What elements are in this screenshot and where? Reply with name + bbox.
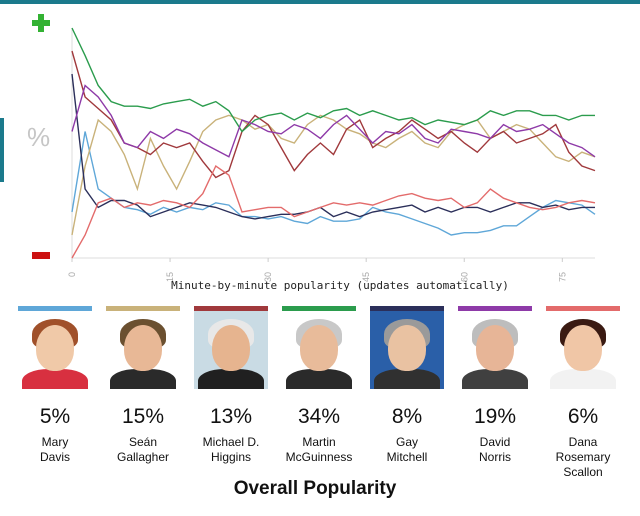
series-line-dana-rosemary-scallon [71, 164, 596, 259]
candidate-color-bar [194, 306, 268, 311]
popularity-line-chart: 0 15 30 45 60 75 [67, 27, 596, 282]
candidate-percentage: 15% [121, 405, 165, 428]
candidate-name-line: Scallon [563, 465, 603, 479]
candidate-name-line: Mitchell [386, 450, 428, 464]
candidate-name-line: Norris [479, 450, 511, 464]
candidate-color-bar [106, 306, 180, 311]
candidate-name-line: Martin [302, 435, 336, 449]
candidate-color-bar [18, 306, 92, 311]
candidate-name: Mary Davis [18, 435, 92, 465]
candidate-photo [18, 311, 92, 389]
header-accent-bar [0, 0, 640, 4]
series-line-martin-mcguinness [71, 27, 595, 133]
candidate-name-line: Michael D. [202, 435, 260, 449]
candidate-name-line: McGuinness [285, 450, 353, 464]
candidate-name-line: Mary [41, 435, 69, 449]
x-tick-label: 30 [263, 272, 273, 282]
candidate-name: Michael D. Higgins [194, 435, 268, 465]
candidate-photo [194, 311, 268, 389]
candidate-card: 8% Gay Mitchell [370, 306, 444, 465]
candidate-photo [546, 311, 620, 389]
candidate-photo [106, 311, 180, 389]
x-axis-label: Minute-by-minute popularity (updates aut… [171, 279, 509, 292]
candidate-name-line: Dana [568, 435, 598, 449]
candidate-card: 6% Dana Rosemary Scallon [546, 306, 620, 480]
candidate-card: 15% Seán Gallagher [106, 306, 180, 465]
candidate-color-bar [458, 306, 532, 311]
series-line-gay-mitchell [71, 73, 595, 220]
candidate-name: Seán Gallagher [106, 435, 180, 465]
candidate-name-line: Higgins [210, 450, 252, 464]
side-accent-bar [0, 118, 4, 182]
candidate-percentage: 6% [567, 405, 599, 428]
candidate-name-line: Seán [128, 435, 158, 449]
candidate-percentage: 34% [297, 405, 341, 428]
minus-icon [32, 252, 50, 259]
candidate-card: 5% Mary Davis [18, 306, 92, 465]
candidate-name: Dana Rosemary Scallon [546, 435, 620, 480]
candidate-card: 13% Michael D. Higgins [194, 306, 268, 465]
y-axis-percent-label: % [27, 122, 51, 152]
candidate-card: 19% David Norris [458, 306, 532, 465]
candidate-color-bar [370, 306, 444, 311]
candidate-photo [370, 311, 444, 389]
candidate-photo [282, 311, 356, 389]
candidate-name-line: Davis [39, 450, 70, 464]
series-line-david-norris [71, 84, 596, 158]
candidate-name: David Norris [458, 435, 532, 465]
candidate-name-line: David [479, 435, 511, 449]
overall-popularity-title: Overall Popularity [233, 478, 397, 499]
x-tick-label: 60 [459, 272, 469, 282]
candidate-percentage: 19% [473, 405, 517, 428]
candidate-name: Martin McGuinness [282, 435, 356, 465]
candidate-name-line: Rosemary [555, 450, 611, 464]
series-line-se-n-gallagher [71, 114, 596, 236]
candidate-percentage: 13% [209, 405, 253, 428]
candidate-name: Gay Mitchell [370, 435, 444, 465]
x-tick-label: 0 [67, 272, 77, 277]
plus-icon [32, 14, 50, 32]
x-tick-label: 75 [557, 272, 567, 282]
x-tick-label: 15 [165, 272, 175, 282]
candidate-card: 34% Martin McGuinness [282, 306, 356, 465]
series-line-michael-d-higgins [71, 50, 596, 179]
candidate-percentage: 5% [39, 405, 71, 428]
candidate-photo [458, 311, 532, 389]
series-line-mary-davis [71, 131, 596, 236]
candidate-percentage: 8% [391, 405, 423, 428]
candidate-color-bar [282, 306, 356, 311]
candidate-name-line: Gallagher [116, 450, 170, 464]
candidate-name-line: Gay [395, 435, 418, 449]
candidate-color-bar [546, 306, 620, 311]
x-tick-label: 45 [361, 272, 371, 282]
